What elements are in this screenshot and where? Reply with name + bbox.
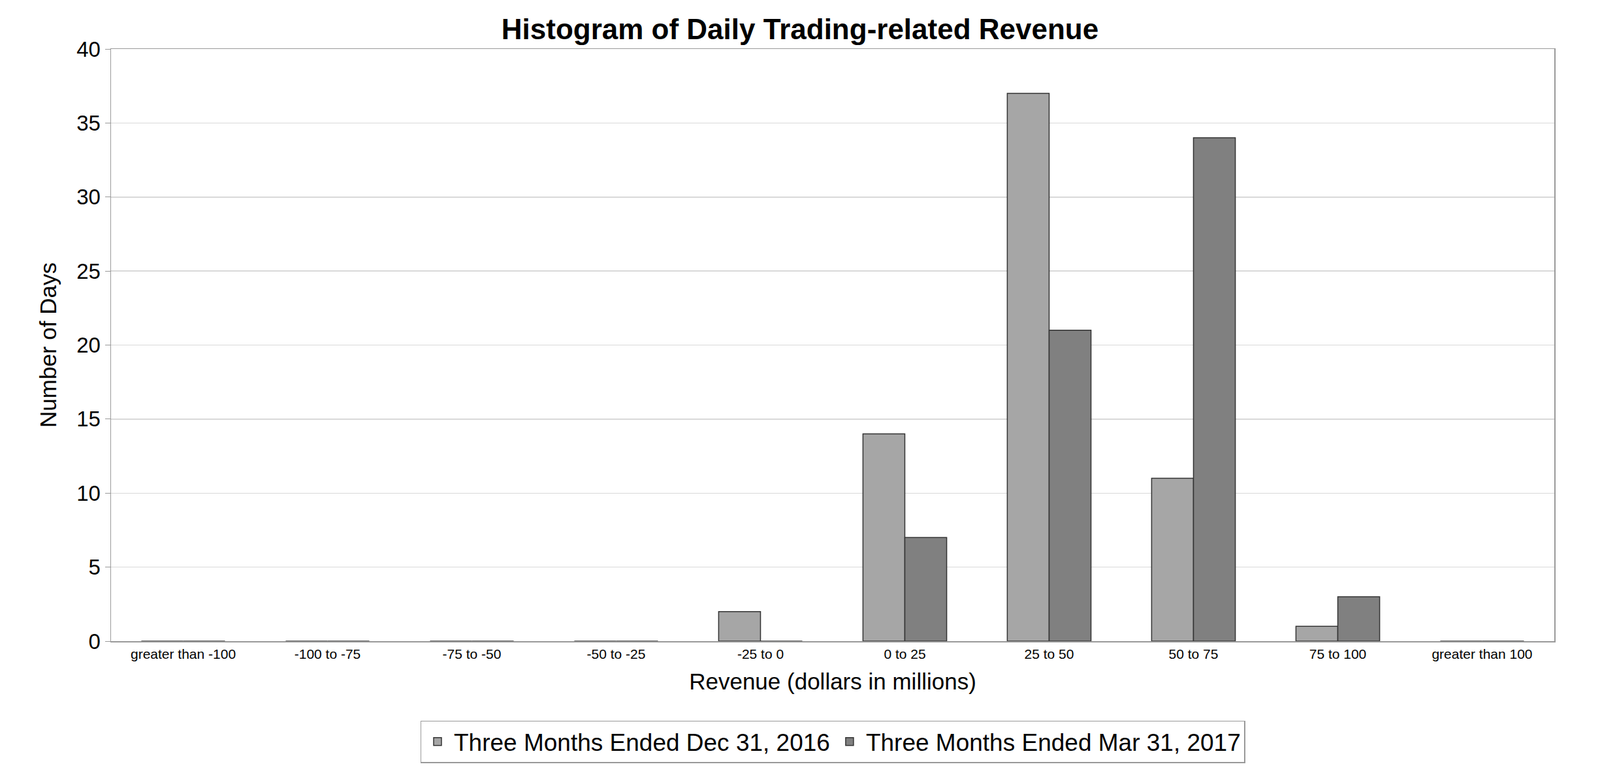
svg-text:0 to 25: 0 to 25 (883, 646, 926, 662)
svg-text:20: 20 (76, 333, 101, 358)
svg-text:40: 40 (76, 37, 101, 62)
svg-text:greater than -100: greater than -100 (130, 646, 236, 662)
svg-text:15: 15 (76, 406, 101, 432)
svg-text:0: 0 (88, 629, 101, 654)
svg-text:-75 to -50: -75 to -50 (442, 646, 502, 662)
svg-text:-100 to -75: -100 to -75 (294, 646, 362, 662)
svg-text:-50 to -25: -50 to -25 (587, 646, 646, 662)
svg-text:5: 5 (88, 555, 101, 580)
svg-text:greater than 100: greater than 100 (1431, 646, 1533, 662)
svg-text:Number of Days: Number of Days (35, 262, 61, 428)
svg-text:75 to 100: 75 to 100 (1309, 646, 1367, 662)
svg-text:Three Months Ended Mar 31, 201: Three Months Ended Mar 31, 2017 (865, 729, 1241, 757)
svg-text:10: 10 (76, 481, 101, 506)
svg-text:Three Months Ended Dec 31, 201: Three Months Ended Dec 31, 2016 (453, 729, 831, 757)
svg-text:Histogram of Daily Trading-rel: Histogram of Daily Trading-related Reven… (501, 13, 1099, 46)
svg-text:35: 35 (76, 111, 101, 136)
svg-text:-25 to 0: -25 to 0 (737, 646, 784, 662)
svg-text:Revenue (dollars in millions): Revenue (dollars in millions) (688, 668, 977, 695)
svg-text:50 to 75: 50 to 75 (1168, 646, 1219, 662)
svg-text:25 to 50: 25 to 50 (1024, 646, 1075, 662)
svg-text:25: 25 (76, 259, 101, 284)
svg-text:30: 30 (76, 184, 101, 209)
